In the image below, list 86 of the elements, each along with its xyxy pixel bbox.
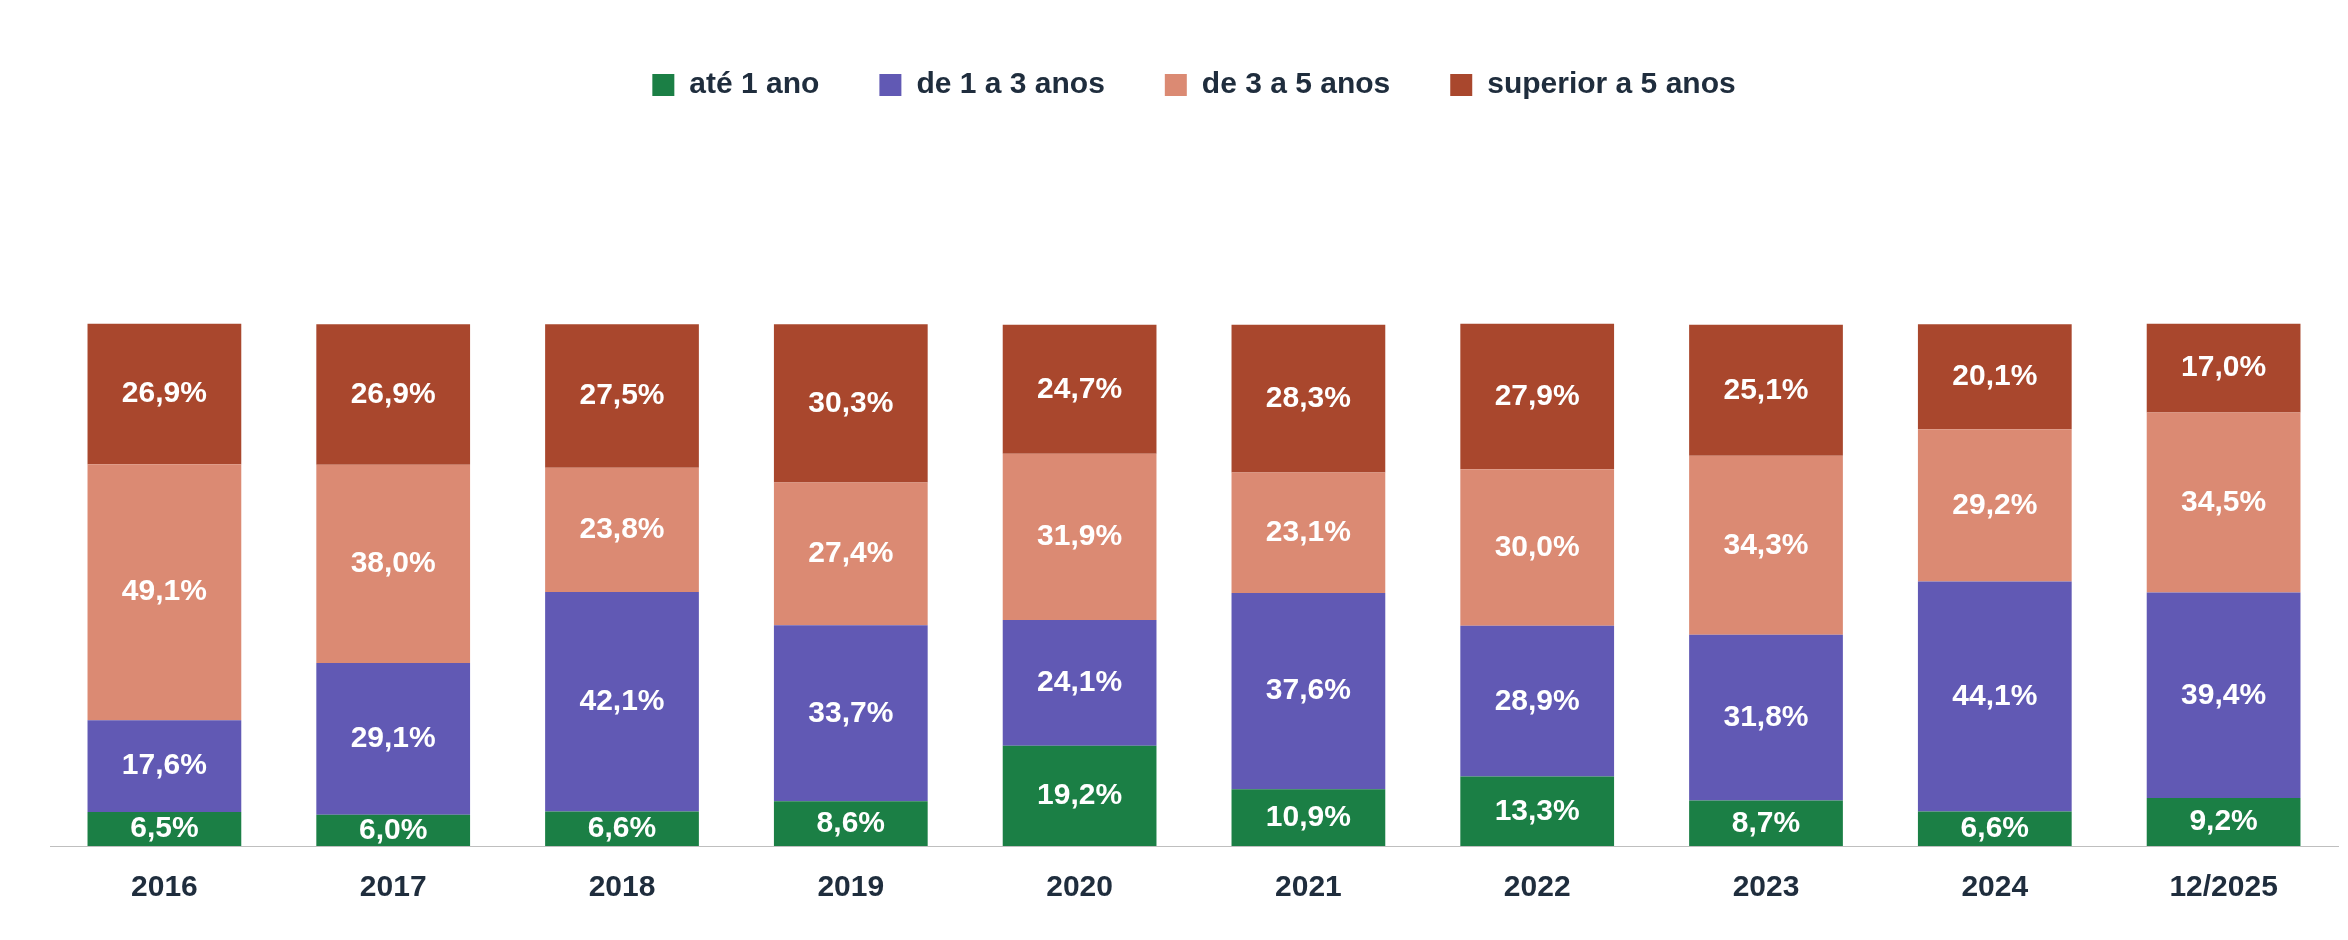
data-label: 27,4% (808, 535, 894, 569)
bar (1689, 324, 1843, 456)
data-label: 34,3% (1723, 526, 1809, 560)
bar (545, 591, 699, 812)
data-label: 6,0% (359, 811, 428, 845)
data-label: 34,5% (2181, 483, 2267, 517)
bar (1231, 324, 1386, 473)
data-label: 44,1% (1952, 677, 2038, 711)
bar (87, 464, 242, 721)
x-tick-label: 2023 (1732, 869, 1800, 903)
legend-label: de 3 a 5 anos (1201, 66, 1391, 100)
bar (1460, 776, 1615, 846)
legend-label: até 1 ano (689, 66, 820, 100)
bar (87, 323, 242, 465)
bar (2146, 412, 2301, 593)
data-label: 31,9% (1037, 518, 1123, 552)
data-label: 10,9% (1265, 798, 1351, 832)
data-label: 25,1% (1723, 371, 1809, 405)
data-label: 13,3% (1494, 792, 1580, 826)
data-label: 23,1% (1265, 514, 1351, 547)
bar (2146, 592, 2301, 799)
data-label: 33,7% (808, 694, 894, 728)
bar (1917, 429, 2072, 582)
data-label: 27,9% (1494, 377, 1580, 411)
data-label: 8,7% (1731, 804, 1801, 838)
data-label: 38,0% (350, 545, 436, 579)
data-label: 29,2% (1952, 486, 2038, 520)
bar (545, 324, 699, 468)
data-label: 9,2% (2189, 803, 2258, 837)
data-label: 23,8% (579, 511, 665, 545)
data-label: 20,1% (1952, 358, 2038, 392)
data-label: 29,1% (350, 720, 436, 754)
data-label: 17,6% (121, 747, 207, 781)
data-label: 8,6% (816, 804, 885, 838)
x-tick-label: 2018 (588, 869, 656, 903)
data-label: 30,0% (1494, 528, 1580, 562)
bar (1231, 592, 1386, 790)
bar (1460, 625, 1615, 777)
x-tick-label: 2020 (1046, 869, 1113, 903)
bar (316, 662, 471, 815)
bar (87, 720, 242, 813)
data-label: 6,6% (1960, 810, 2029, 844)
data-label: 30,3% (808, 384, 894, 418)
data-label: 27,5% (579, 377, 665, 411)
x-tick-label: 2019 (817, 869, 885, 903)
bar (1002, 620, 1157, 746)
data-label: 24,7% (1037, 370, 1123, 404)
data-label: 19,2% (1037, 777, 1123, 811)
data-label: 39,4% (2181, 676, 2267, 710)
data-label: 28,9% (1494, 682, 1580, 716)
data-label: 37,6% (1265, 672, 1351, 706)
bar (1460, 469, 1615, 626)
bar (1917, 581, 2072, 812)
bar (1689, 634, 1843, 801)
bar (1002, 324, 1157, 454)
x-tick-label: 2021 (1275, 869, 1342, 903)
bar (1917, 324, 2072, 430)
bar (1002, 453, 1157, 621)
data-label: 17,0% (2181, 349, 2267, 383)
bar (1460, 323, 1615, 470)
data-label: 6,6% (587, 810, 657, 844)
bar (773, 625, 928, 802)
bar (1689, 455, 1843, 635)
bar (1231, 472, 1386, 593)
x-tick-label: 2016 (131, 869, 198, 903)
data-label: 6,5% (130, 810, 199, 844)
data-label: 49,1% (121, 573, 207, 607)
bar (773, 482, 928, 626)
x-tick-label: 2017 (359, 869, 427, 903)
bar (316, 464, 471, 663)
data-label: 31,8% (1723, 698, 1809, 732)
data-label: 26,9% (350, 375, 436, 409)
x-tick-label: 2022 (1503, 869, 1571, 903)
bar (316, 324, 471, 465)
x-tick-label: 2024 (1961, 869, 2029, 903)
bar (773, 324, 928, 483)
data-label: 26,9% (121, 375, 207, 409)
legend-label: de 1 a 3 anos (916, 66, 1105, 100)
data-label: 24,1% (1037, 664, 1123, 698)
bar (2146, 323, 2301, 413)
bar (545, 467, 699, 592)
bar (1002, 745, 1157, 846)
legend-label: superior a 5 anos (1487, 66, 1736, 100)
data-label: 42,1% (579, 683, 665, 717)
data-label: 28,3% (1265, 379, 1351, 413)
x-tick-label: 12/2025 (2169, 869, 2278, 903)
